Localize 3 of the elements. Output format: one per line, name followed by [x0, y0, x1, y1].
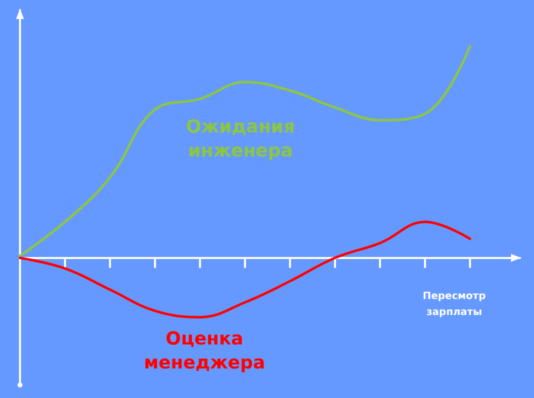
series-label: Оценка менеджера [144, 328, 266, 374]
series-label: Ожидания инженера [186, 116, 296, 162]
x-axis-title: Пересмотр зарплаты [422, 290, 486, 318]
